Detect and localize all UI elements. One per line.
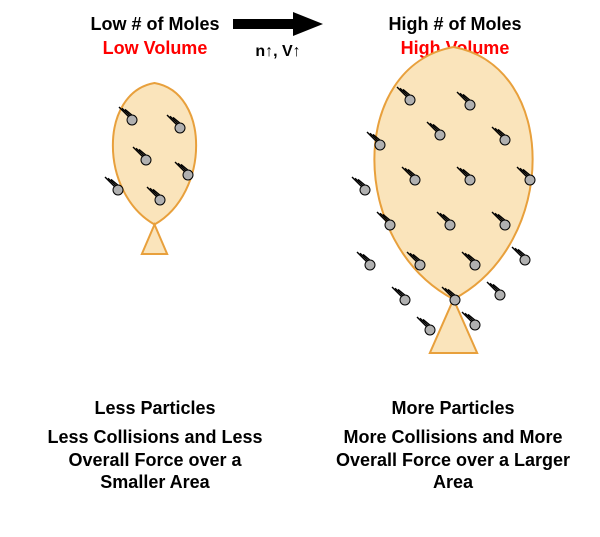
particle-icon <box>510 245 540 280</box>
particle-icon <box>435 210 465 245</box>
particle-icon <box>165 113 195 148</box>
left-moles-label: Low # of Moles <box>90 14 219 34</box>
particle-icon <box>455 90 485 125</box>
right-particles-label: More Particles <box>391 398 514 418</box>
right-collisions-label: More Collisions and More Overall Force o… <box>336 427 570 492</box>
particle-icon <box>365 130 395 165</box>
left-balloon <box>97 81 212 256</box>
particle-icon <box>350 175 380 210</box>
center-nv-label: n↑, V↑ <box>228 43 328 61</box>
particle-icon <box>117 105 147 140</box>
left-volume-label: Low Volume <box>103 38 208 58</box>
particle-icon <box>490 125 520 160</box>
particle-icon <box>145 185 175 220</box>
particle-icon <box>355 250 385 285</box>
center-arrow-area: n↑, V↑ <box>228 12 328 61</box>
right-moles-label: High # of Moles <box>388 14 521 34</box>
arrow-right-icon <box>233 12 323 36</box>
particle-icon <box>405 250 435 285</box>
particle-icon <box>103 175 133 210</box>
particle-icon <box>515 165 545 200</box>
particle-icon <box>400 165 430 200</box>
particle-icon <box>490 210 520 245</box>
left-particles-label: Less Particles <box>94 398 215 418</box>
right-balloon <box>346 45 561 355</box>
particle-icon <box>415 315 445 350</box>
particle-icon <box>460 310 490 345</box>
left-collisions-label: Less Collisions and Less Overall Force o… <box>47 427 262 492</box>
particle-icon <box>455 165 485 200</box>
particle-icon <box>375 210 405 245</box>
particle-icon <box>173 160 203 195</box>
particle-icon <box>131 145 161 180</box>
particle-icon <box>395 85 425 120</box>
particle-icon <box>425 120 455 155</box>
